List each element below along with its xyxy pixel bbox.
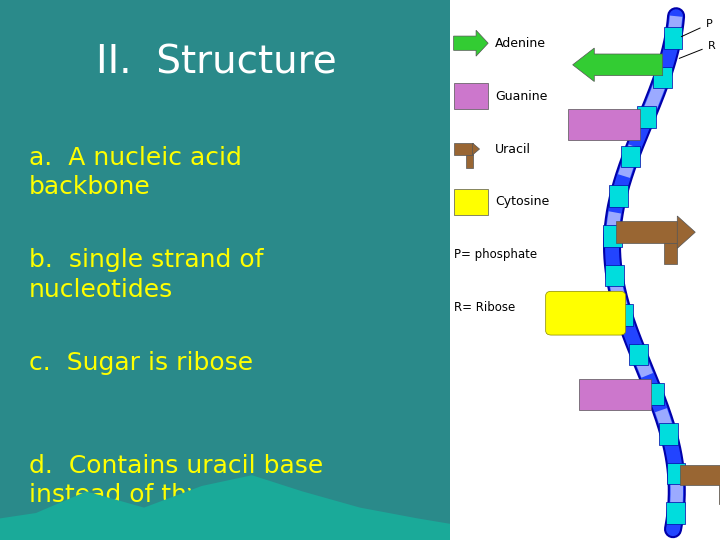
FancyBboxPatch shape [667,463,685,484]
Text: Uracil: Uracil [495,143,531,156]
FancyBboxPatch shape [603,225,621,247]
FancyBboxPatch shape [546,292,626,335]
Bar [466,155,472,168]
FancyBboxPatch shape [580,379,652,410]
Bar [616,221,678,243]
Polygon shape [454,30,488,56]
Text: R: R [679,40,716,58]
Text: P: P [681,19,712,37]
FancyBboxPatch shape [646,383,665,405]
FancyBboxPatch shape [664,27,683,49]
Text: a.  A nucleic acid
backbone: a. A nucleic acid backbone [29,146,242,199]
Text: b.  single strand of
nucleotides: b. single strand of nucleotides [29,248,264,302]
FancyBboxPatch shape [666,502,685,524]
FancyBboxPatch shape [660,423,678,444]
FancyBboxPatch shape [605,265,624,286]
Polygon shape [572,48,662,82]
Text: R= Ribose: R= Ribose [454,301,515,314]
Text: Cytosine: Cytosine [495,195,549,208]
Text: P= phosphate: P= phosphate [454,248,536,261]
Bar [450,0,720,540]
FancyBboxPatch shape [568,109,640,140]
FancyBboxPatch shape [615,304,634,326]
FancyBboxPatch shape [629,344,648,366]
Polygon shape [678,216,696,248]
Bar [454,143,472,155]
Bar [665,243,678,264]
Text: d.  Contains uracil base
instead of thymine: d. Contains uracil base instead of thymi… [29,454,323,507]
Bar [719,485,720,504]
FancyBboxPatch shape [637,106,656,128]
Text: II.  Structure: II. Structure [96,43,336,81]
Text: Adenine: Adenine [495,37,546,50]
Bar [680,465,720,485]
Polygon shape [0,475,450,540]
Text: c.  Sugar is ribose: c. Sugar is ribose [29,351,253,375]
FancyBboxPatch shape [653,66,672,88]
FancyBboxPatch shape [454,83,488,109]
Polygon shape [472,143,480,155]
FancyBboxPatch shape [454,189,488,215]
FancyBboxPatch shape [609,185,628,207]
FancyBboxPatch shape [621,146,640,167]
Text: Guanine: Guanine [495,90,548,103]
